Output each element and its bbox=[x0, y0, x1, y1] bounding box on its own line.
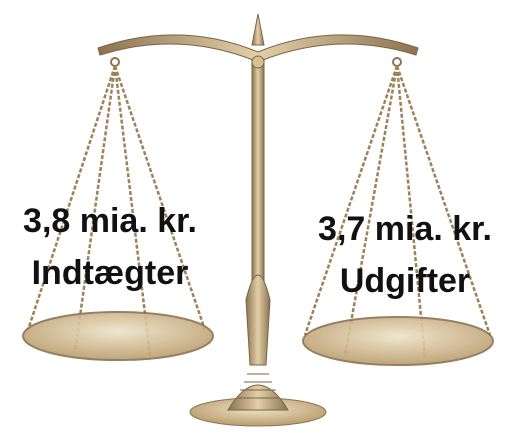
right-label: Udgifter bbox=[340, 262, 470, 300]
left-amount: 3,8 mia. kr. bbox=[23, 202, 197, 240]
right-amount: 3,7 mia. kr. bbox=[318, 210, 492, 248]
left-label: Indtægter bbox=[32, 254, 189, 292]
scale-illustration: 3,8 mia. kr. Indtægter 3,7 mia. kr. Udgi… bbox=[0, 0, 508, 433]
